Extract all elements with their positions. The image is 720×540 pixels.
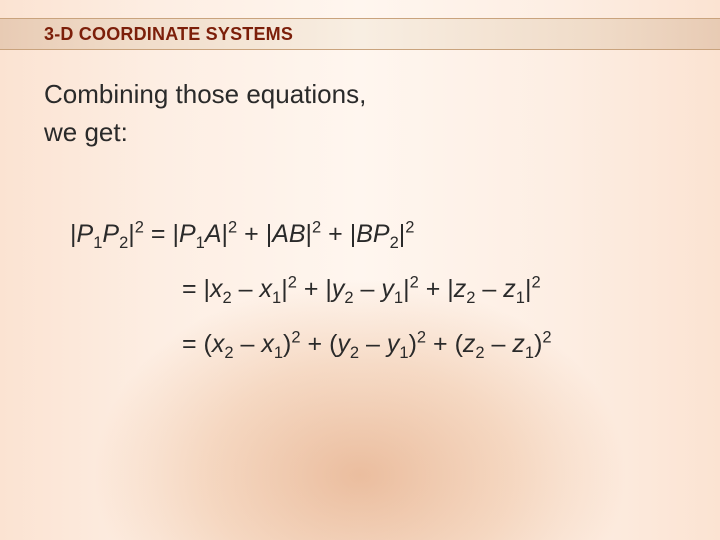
equation-line-1: |P1P2|2 = |P1A|2 + |AB|2 + |BP2|2 bbox=[70, 207, 680, 262]
equation-line-3: = (x2 – x1)2 + (y2 – y1)2 + (z2 – z1)2 bbox=[70, 317, 680, 372]
intro-line-1: Combining those equations, bbox=[44, 76, 680, 114]
header-band: 3-D COORDINATE SYSTEMS bbox=[0, 18, 720, 50]
slide-title: 3-D COORDINATE SYSTEMS bbox=[44, 24, 293, 45]
equation-line-2: = |x2 – x1|2 + |y2 – y1|2 + |z2 – z1|2 bbox=[70, 262, 680, 317]
equation-block: |P1P2|2 = |P1A|2 + |AB|2 + |BP2|2 = |x2 … bbox=[70, 207, 680, 372]
intro-text: Combining those equations, we get: bbox=[44, 76, 680, 151]
intro-line-2: we get: bbox=[44, 114, 680, 152]
slide-content: Combining those equations, we get: |P1P2… bbox=[44, 76, 680, 372]
